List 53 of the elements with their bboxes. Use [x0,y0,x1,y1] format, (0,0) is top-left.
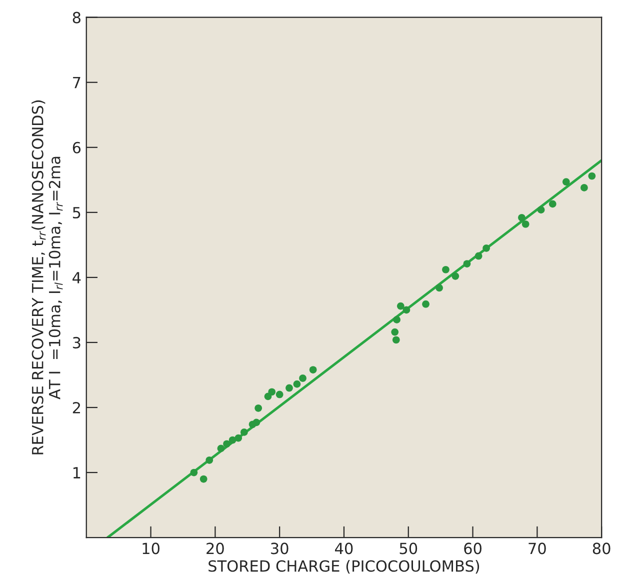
point [293,380,301,388]
point [442,266,450,274]
x-tick-label: 40 [335,542,353,554]
point [217,444,225,452]
point [463,260,471,268]
point [436,284,443,292]
y-tick-label: 1 [73,467,80,478]
point [190,468,198,476]
point [309,366,317,374]
y-tick-label: 8 [72,12,80,24]
point [206,456,214,464]
point [452,272,460,280]
x-tick-label: 50 [400,542,418,554]
point [254,404,262,412]
point [286,384,293,392]
point [228,436,236,444]
point [393,316,400,324]
point [276,390,284,398]
x-tick-label: 20 [206,542,224,554]
x-tick-label: 30 [271,542,288,554]
y-tick-label: 3 [72,336,80,348]
point [537,206,545,214]
point [391,328,399,336]
point [422,300,430,308]
point [402,306,410,314]
point [223,440,230,448]
point [268,388,276,396]
y-tick-label: 7 [73,77,80,88]
x-tick-label: 10 [142,542,160,554]
point [482,244,490,252]
point [392,336,400,344]
y-tick-label: 4 [72,272,81,284]
point [396,302,404,310]
point [299,374,306,382]
point [474,252,482,260]
point [588,172,596,180]
point [518,214,526,222]
y-tick-label: 2 [72,402,80,414]
x-tick-label: 70 [528,542,546,554]
point [200,475,208,483]
y-tick-label: 6 [72,142,81,154]
text: REVERSE RECOVERY TIME, t$_{rr}$(NANOSECONDS) AT I =10ma, I$_{rl}$=10ma, I$_{rr}$=2ma [32,100,63,454]
x-tick-label: 80 [592,542,610,554]
x-tick-label: 60 [464,542,482,554]
point [522,220,530,228]
x-axis-title: STORED CHARGE (PICOCOULOMBS) [208,560,480,574]
point [562,178,570,186]
point [252,418,260,426]
y-tick-label: 5 [72,207,80,218]
point [580,184,588,192]
point [240,428,248,436]
point [548,200,556,208]
point [234,434,242,442]
